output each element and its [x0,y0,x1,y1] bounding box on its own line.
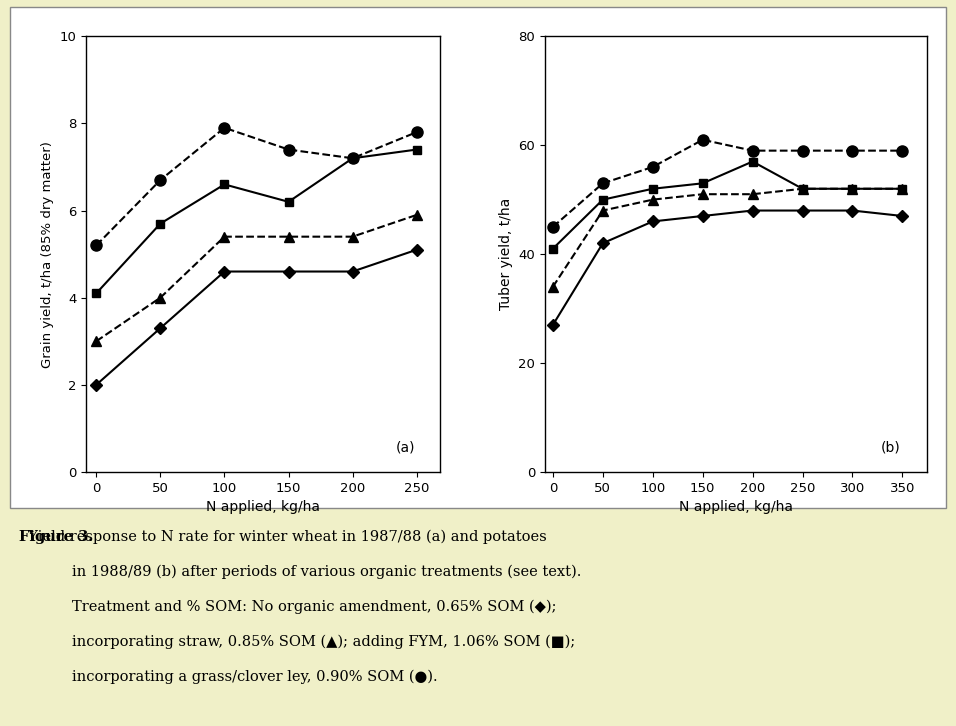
X-axis label: N applied, kg/ha: N applied, kg/ha [206,500,320,514]
Text: Yield response to N rate for winter wheat in 1987/88 (a) and potatoes: Yield response to N rate for winter whea… [19,530,547,544]
Text: Figure 3.: Figure 3. [19,530,94,544]
Text: in 1988/89 (b) after periods of various organic treatments (see text).: in 1988/89 (b) after periods of various … [72,565,581,579]
Y-axis label: Grain yield, t/ha (85% dry matter): Grain yield, t/ha (85% dry matter) [41,141,54,367]
Text: incorporating a grass/clover ley, 0.90% SOM (●).: incorporating a grass/clover ley, 0.90% … [72,669,437,684]
Text: (b): (b) [880,441,901,454]
X-axis label: N applied, kg/ha: N applied, kg/ha [679,500,793,514]
Text: incorporating straw, 0.85% SOM (▲); adding FYM, 1.06% SOM (■);: incorporating straw, 0.85% SOM (▲); addi… [72,635,575,649]
Y-axis label: Tuber yield, t/ha: Tuber yield, t/ha [499,198,512,310]
Text: Treatment and % SOM: No organic amendment, 0.65% SOM (◆);: Treatment and % SOM: No organic amendmen… [72,600,556,614]
Text: (a): (a) [396,441,415,454]
